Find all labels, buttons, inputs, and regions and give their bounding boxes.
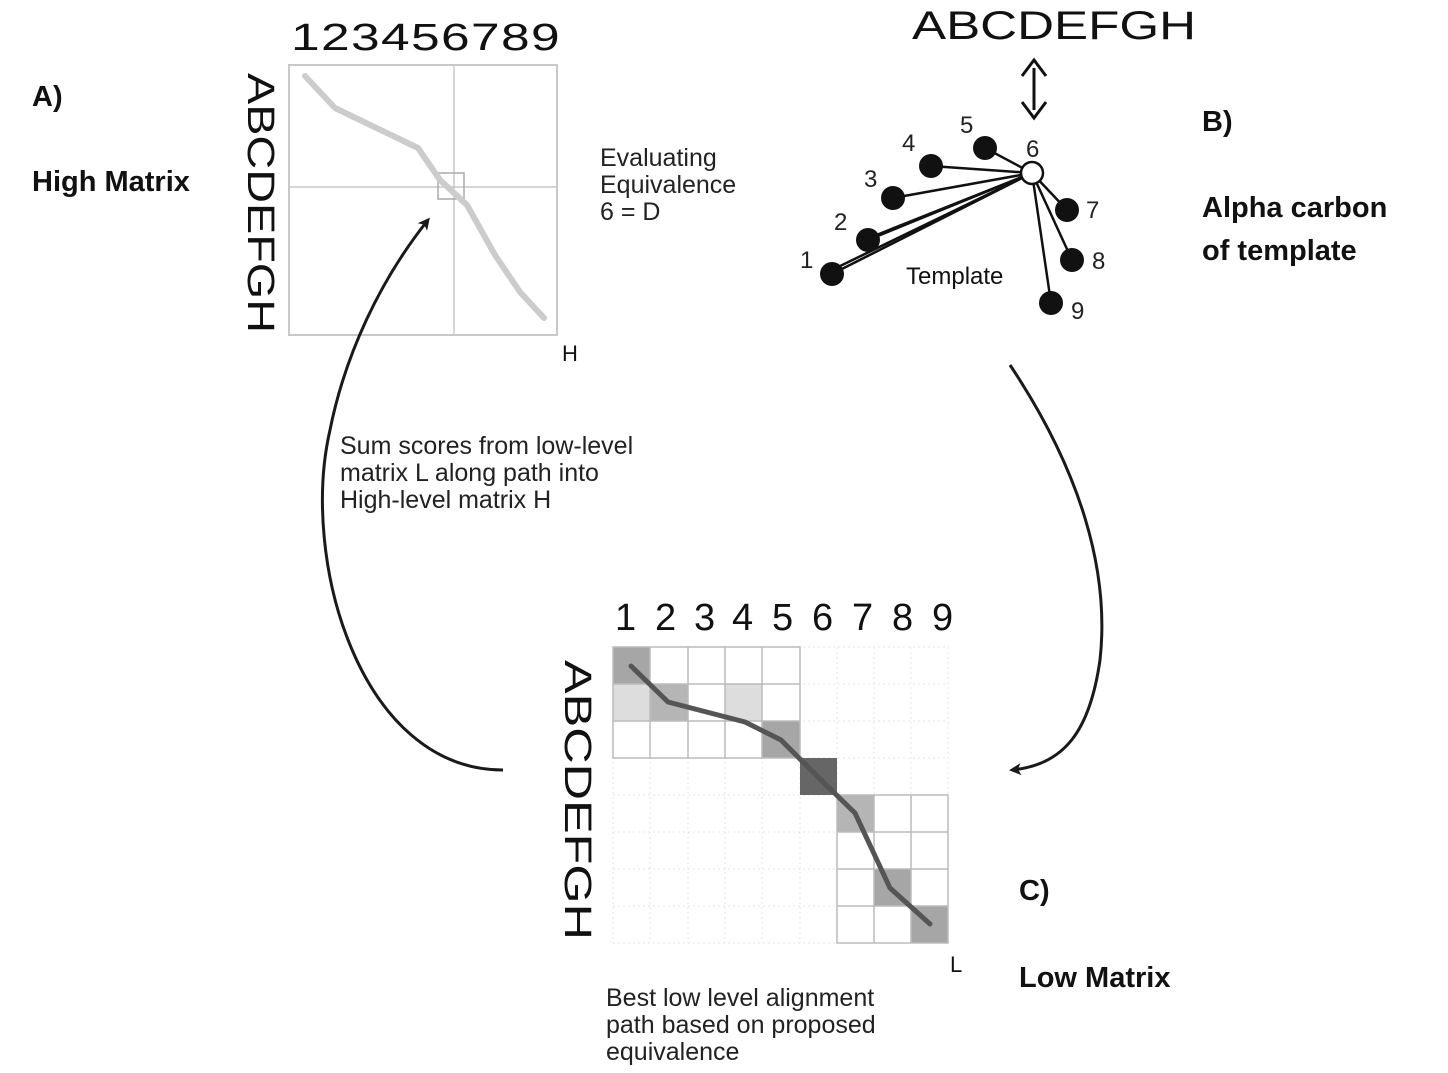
evaluating-line-3: 6 = D xyxy=(600,198,660,226)
atom-label-5: 5 xyxy=(960,112,973,139)
atom-3 xyxy=(881,186,905,210)
best-path-line-3: equivalence xyxy=(606,1038,739,1066)
panel-a-title: High Matrix xyxy=(32,166,190,198)
panel-c-title: Low Matrix xyxy=(1019,962,1170,994)
template-sequence: ABCDEFGH xyxy=(912,4,1196,48)
atom-2 xyxy=(856,228,880,252)
arrow-low-to-high xyxy=(320,217,504,772)
best-path-line-2: path based on proposed xyxy=(606,1011,876,1039)
low-col-6: 6 xyxy=(812,597,834,639)
low-matrix-corner-label: L xyxy=(950,952,962,977)
evaluating-line-1: Evaluating xyxy=(600,144,717,172)
low-matrix-row-header: ABCDEFGH xyxy=(556,660,598,940)
atom-label-9: 9 xyxy=(1071,298,1084,325)
low-matrix-block-upper xyxy=(612,646,801,759)
atom-7 xyxy=(1055,198,1079,222)
cell-4B xyxy=(725,684,762,721)
atom-labels: 1 2 3 4 5 6 7 8 9 xyxy=(800,112,1105,325)
low-col-1: 1 xyxy=(615,597,637,639)
arrow-template-to-low xyxy=(1008,364,1104,776)
panel-b-tag: B) xyxy=(1202,106,1233,138)
sum-scores-line-3: High-level matrix H xyxy=(340,486,551,514)
high-matrix-focus-cell xyxy=(437,172,465,200)
high-matrix-path xyxy=(302,73,547,321)
atom-9 xyxy=(1039,291,1063,315)
atom-8 xyxy=(1060,248,1084,272)
panel-b-title-line-1: Alpha carbon xyxy=(1202,192,1387,224)
atom-5 xyxy=(973,136,997,160)
high-matrix-column-header: 123456789 xyxy=(291,17,561,59)
low-col-8: 8 xyxy=(892,597,914,639)
template-atoms xyxy=(820,136,1084,315)
sum-scores-line-1: Sum scores from low-level xyxy=(340,432,633,460)
atom-label-2: 2 xyxy=(834,209,847,236)
template-label: Template xyxy=(906,263,1003,290)
sum-scores-line-2: matrix L along path into xyxy=(340,459,599,487)
low-col-2: 2 xyxy=(655,597,677,639)
evaluating-note: Evaluating Equivalence 6 = D xyxy=(600,144,736,226)
cell-1B xyxy=(613,684,650,721)
atom-label-6: 6 xyxy=(1026,136,1039,163)
low-col-3: 3 xyxy=(694,597,716,639)
panel-c: C) Low Matrix 1 2 3 4 5 6 7 8 9 ABCDEFGH xyxy=(556,597,1170,994)
panel-a: A) High Matrix 123456789 ABCDEFGH H xyxy=(32,17,578,366)
atom-4 xyxy=(919,154,943,178)
atom-label-1: 1 xyxy=(800,247,813,274)
low-matrix-path xyxy=(628,663,933,927)
panel-b: B) Alpha carbon of template ABCDEFGH xyxy=(800,4,1387,325)
high-matrix-frame xyxy=(288,64,558,336)
sum-scores-note: Sum scores from low-level matrix L along… xyxy=(340,432,633,514)
low-col-9: 9 xyxy=(932,597,954,639)
atom-label-7: 7 xyxy=(1086,197,1099,224)
best-path-note: Best low level alignment path based on p… xyxy=(606,984,876,1066)
low-matrix-block-lower xyxy=(836,794,949,944)
atom-label-4: 4 xyxy=(902,130,915,157)
best-path-line-1: Best low level alignment xyxy=(606,984,874,1012)
low-col-4: 4 xyxy=(732,597,754,639)
atom-label-3: 3 xyxy=(864,166,877,193)
double-arrow-icon xyxy=(1020,57,1048,121)
high-matrix-row-header: ABCDEFGH xyxy=(239,73,281,333)
low-matrix-column-header: 1 2 3 4 5 6 7 8 9 xyxy=(615,597,954,639)
panel-a-tag: A) xyxy=(32,81,63,113)
panel-b-title-line-2: of template xyxy=(1202,235,1357,267)
low-col-7: 7 xyxy=(852,597,874,639)
atom-label-8: 8 xyxy=(1092,248,1105,275)
low-col-5: 5 xyxy=(772,597,794,639)
atom-6 xyxy=(1019,160,1045,186)
panel-c-tag: C) xyxy=(1019,875,1050,907)
evaluating-line-2: Equivalence xyxy=(600,171,736,199)
high-matrix-corner-label: H xyxy=(562,341,578,366)
atom-1 xyxy=(820,262,844,286)
